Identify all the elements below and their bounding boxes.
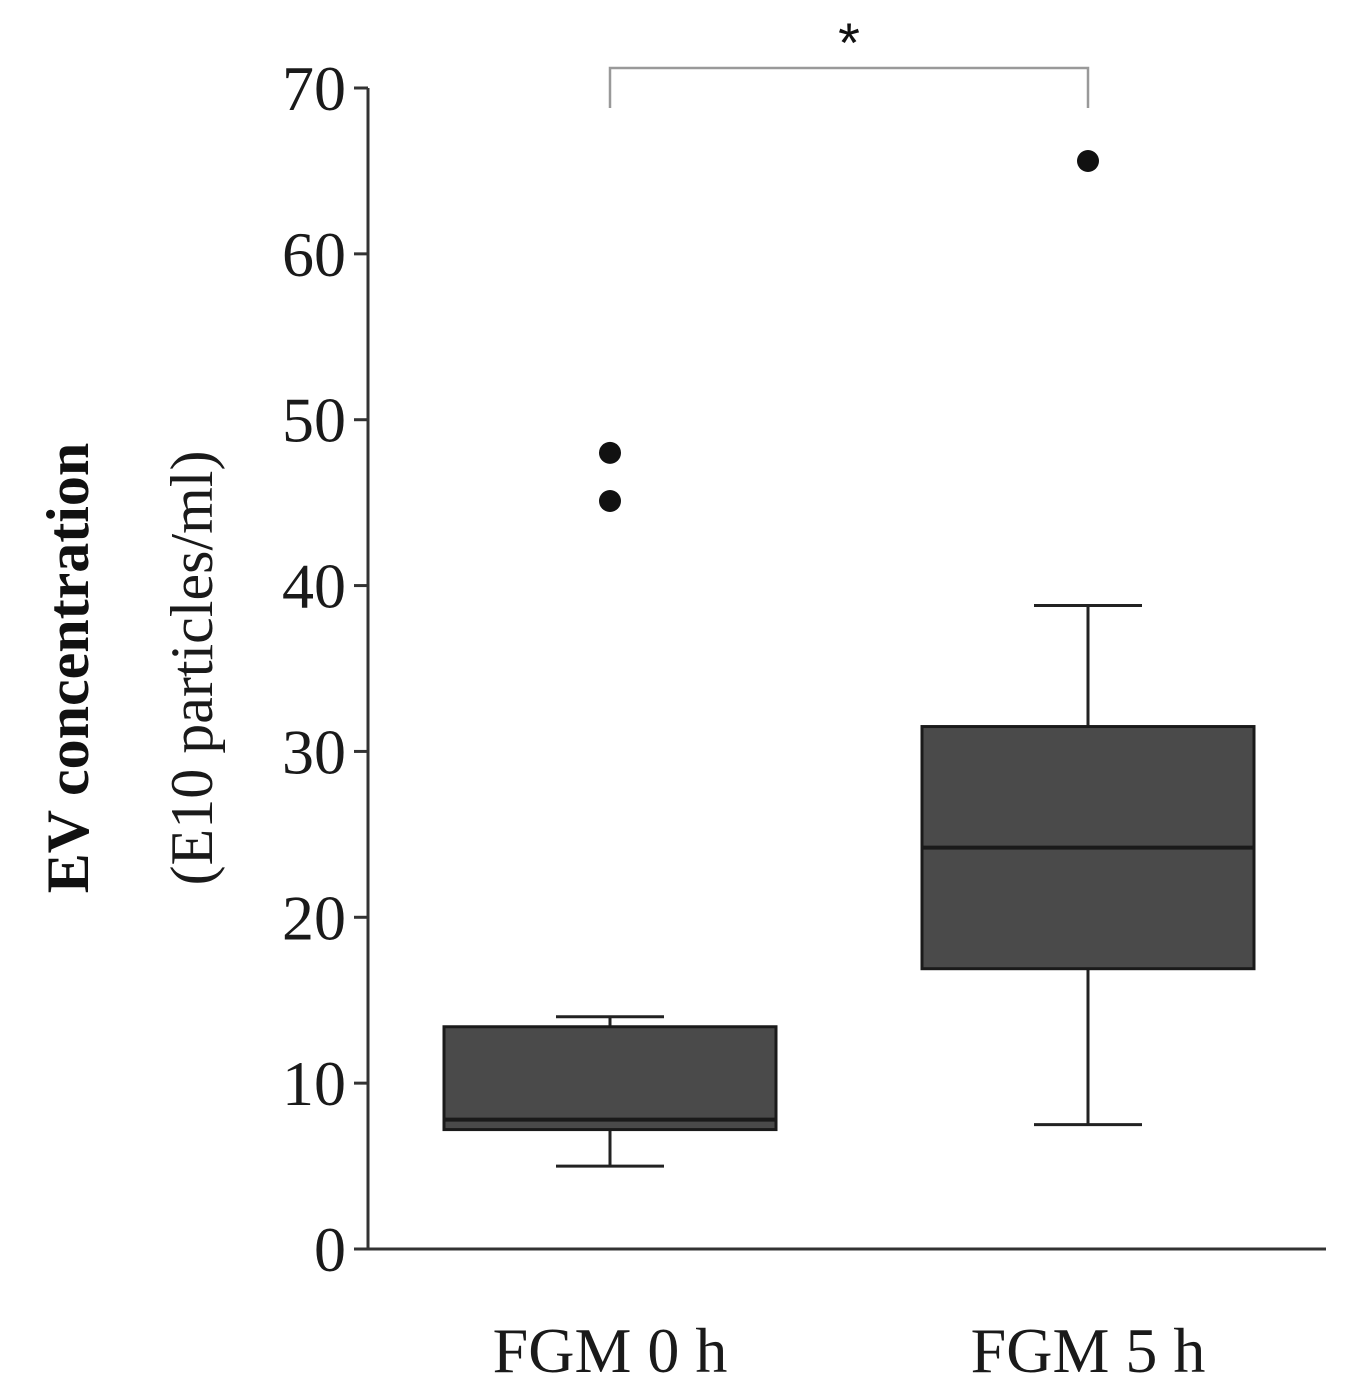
x-tick-label: FGM 5 h	[971, 1315, 1206, 1386]
box-1	[442, 441, 778, 1168]
y-tick-label: 50	[282, 385, 346, 456]
y-tick-label: 40	[282, 551, 346, 622]
box-2	[920, 149, 1256, 1127]
y-axis: 0 10 20 30 40 50 60 70	[282, 53, 370, 1285]
y-tick-label: 60	[282, 219, 346, 290]
y-axis-title-units: (E10 particles/ml)	[159, 451, 225, 886]
outlier-point	[1077, 149, 1099, 172]
y-tick-label: 20	[282, 882, 346, 953]
x-axis: FGM 0 h FGM 5 h	[368, 1247, 1326, 1386]
y-tick-label: 30	[282, 716, 346, 787]
outlier-point	[599, 489, 621, 512]
y-tick-label: 10	[282, 1048, 346, 1119]
boxes	[442, 149, 1256, 1168]
y-tick-label: 70	[282, 53, 346, 124]
outlier-point	[599, 441, 621, 464]
y-axis-title: EV concentration (E10 particles/ml)	[35, 443, 225, 894]
bracket-line	[608, 66, 1090, 108]
box-iqr	[442, 1025, 778, 1132]
significance-label: *	[838, 11, 860, 74]
y-tick-label: 0	[314, 1214, 346, 1285]
x-tick-label: FGM 0 h	[493, 1315, 728, 1386]
significance-bracket: *	[608, 11, 1090, 108]
y-axis-title-main: EV concentration	[35, 443, 101, 894]
